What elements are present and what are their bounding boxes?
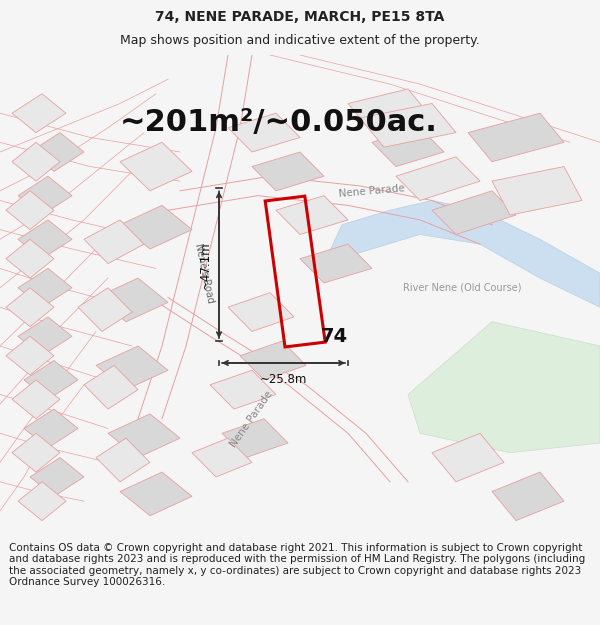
Polygon shape bbox=[120, 206, 192, 249]
Polygon shape bbox=[324, 201, 600, 308]
Polygon shape bbox=[84, 220, 144, 264]
Text: Map shows position and indicative extent of the property.: Map shows position and indicative extent… bbox=[120, 34, 480, 47]
Polygon shape bbox=[12, 433, 60, 472]
Polygon shape bbox=[30, 458, 84, 496]
Polygon shape bbox=[12, 142, 60, 181]
Polygon shape bbox=[18, 482, 66, 521]
Polygon shape bbox=[372, 127, 444, 166]
Text: Contains OS data © Crown copyright and database right 2021. This information is : Contains OS data © Crown copyright and d… bbox=[9, 542, 585, 588]
Polygon shape bbox=[12, 94, 66, 132]
Polygon shape bbox=[84, 366, 138, 409]
Text: Nene Parade: Nene Parade bbox=[338, 183, 406, 199]
Polygon shape bbox=[78, 288, 132, 331]
Polygon shape bbox=[396, 157, 480, 201]
Text: 74, NENE PARADE, MARCH, PE15 8TA: 74, NENE PARADE, MARCH, PE15 8TA bbox=[155, 10, 445, 24]
Text: River Nene (Old Course): River Nene (Old Course) bbox=[403, 282, 521, 292]
Text: Nene's Road: Nene's Road bbox=[193, 242, 215, 304]
Polygon shape bbox=[6, 288, 54, 327]
Polygon shape bbox=[300, 244, 372, 283]
Polygon shape bbox=[360, 104, 456, 147]
Polygon shape bbox=[210, 370, 276, 409]
Polygon shape bbox=[6, 336, 54, 375]
Polygon shape bbox=[12, 380, 60, 419]
Polygon shape bbox=[432, 433, 504, 482]
Polygon shape bbox=[6, 239, 54, 278]
Polygon shape bbox=[252, 152, 324, 191]
Polygon shape bbox=[348, 89, 432, 132]
Polygon shape bbox=[108, 414, 180, 458]
Text: ~47.1m: ~47.1m bbox=[199, 241, 212, 289]
Polygon shape bbox=[492, 472, 564, 521]
Polygon shape bbox=[432, 191, 516, 234]
Polygon shape bbox=[30, 132, 84, 171]
Text: 74: 74 bbox=[321, 327, 348, 346]
Polygon shape bbox=[192, 438, 252, 477]
Polygon shape bbox=[120, 472, 192, 516]
Text: ~25.8m: ~25.8m bbox=[260, 372, 307, 386]
Polygon shape bbox=[18, 220, 72, 259]
Polygon shape bbox=[96, 438, 150, 482]
Polygon shape bbox=[96, 278, 168, 322]
Polygon shape bbox=[24, 409, 78, 448]
Polygon shape bbox=[492, 166, 582, 215]
Polygon shape bbox=[222, 419, 288, 457]
Polygon shape bbox=[228, 292, 294, 331]
Polygon shape bbox=[18, 176, 72, 215]
Polygon shape bbox=[408, 322, 600, 452]
Polygon shape bbox=[120, 142, 192, 191]
Polygon shape bbox=[96, 346, 168, 389]
Text: Nene Parade: Nene Parade bbox=[229, 389, 275, 449]
Polygon shape bbox=[18, 268, 72, 308]
Polygon shape bbox=[468, 113, 564, 162]
Polygon shape bbox=[228, 113, 300, 152]
Polygon shape bbox=[276, 196, 348, 234]
Text: ~201m²/~0.050ac.: ~201m²/~0.050ac. bbox=[120, 108, 438, 138]
Polygon shape bbox=[6, 191, 54, 229]
Polygon shape bbox=[24, 361, 78, 399]
Polygon shape bbox=[18, 317, 72, 356]
Polygon shape bbox=[240, 341, 306, 380]
